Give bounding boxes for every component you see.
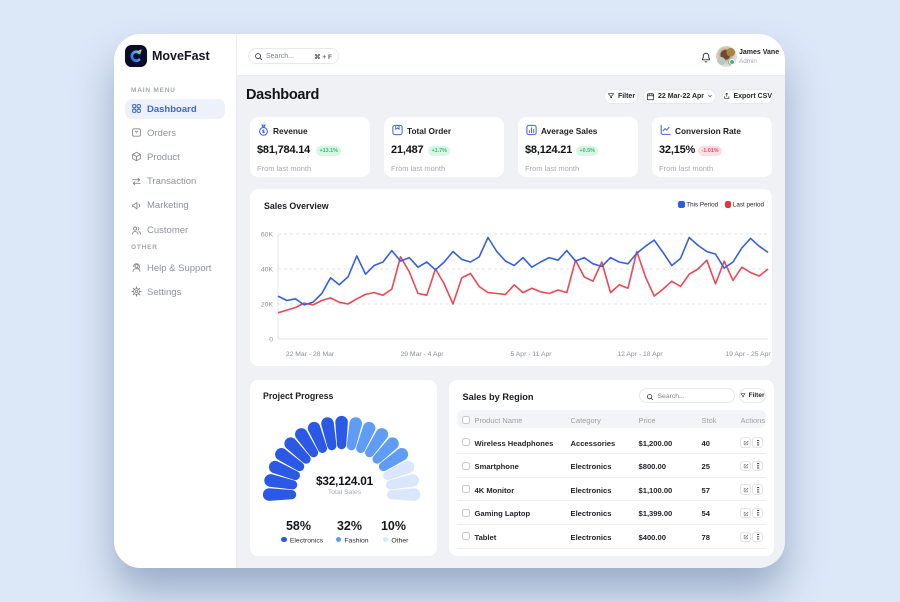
- svg-text:5 Apr - 11 Apr: 5 Apr - 11 Apr: [510, 351, 552, 358]
- svg-text:60K: 60K: [261, 232, 274, 239]
- svg-text:0: 0: [269, 337, 273, 344]
- svg-text:22 Mar - 28 Mar: 22 Mar - 28 Mar: [286, 351, 335, 358]
- svg-text:40K: 40K: [261, 267, 274, 274]
- svg-text:19 Apr - 25 Apr: 19 Apr - 25 Apr: [725, 351, 771, 358]
- svg-text:29 Mar - 4 Apr: 29 Mar - 4 Apr: [400, 351, 444, 358]
- svg-text:12 Apr - 18 Apr: 12 Apr - 18 Apr: [617, 351, 663, 358]
- svg-text:20K: 20K: [261, 302, 274, 309]
